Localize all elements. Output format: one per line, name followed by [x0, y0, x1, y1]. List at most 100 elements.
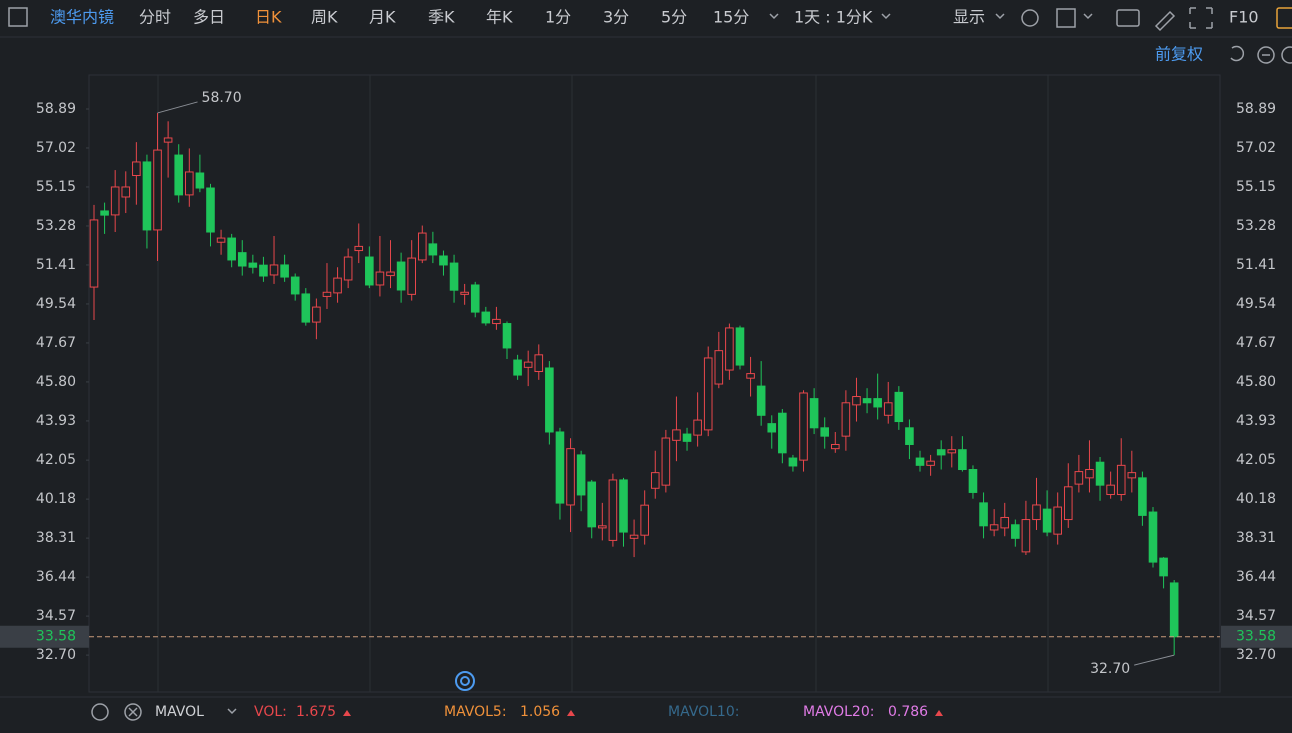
candle-body [1127, 472, 1137, 479]
candle-body [640, 504, 649, 536]
sidebar-toggle[interactable] [8, 7, 28, 27]
period-tab[interactable]: 多日 [193, 8, 225, 27]
candle-body [746, 373, 755, 379]
candle-body [195, 172, 205, 189]
candle-body [947, 449, 957, 454]
adjust-select[interactable]: 前复权 [1155, 45, 1203, 64]
up-arrow [567, 710, 575, 716]
candle-body [492, 318, 501, 325]
y-tick-label-right: 32.70 [1236, 647, 1276, 663]
candle-body [1085, 469, 1094, 479]
candle-body [185, 171, 194, 196]
period-tab[interactable]: 年K [486, 8, 513, 27]
candle-body [290, 276, 300, 295]
candle-body [672, 429, 681, 441]
annotation-label: 58.70 [202, 90, 242, 106]
candle-body [799, 392, 808, 461]
period-tab[interactable]: 3分 [603, 8, 629, 27]
candle-body [566, 448, 575, 506]
draw-icon[interactable] [1154, 10, 1176, 32]
y-tick-label-right: 36.44 [1236, 569, 1276, 585]
candle-body [121, 186, 131, 198]
period-tab[interactable]: 5分 [661, 8, 687, 27]
vol-label: VOL: [254, 704, 287, 720]
close-cross [128, 707, 138, 717]
candle-body [979, 502, 988, 527]
candle-body [778, 412, 787, 454]
y-tick-label: 38.31 [36, 530, 76, 546]
period-tab[interactable]: 季K [428, 8, 455, 27]
candle-body [280, 264, 289, 278]
annotation-label: 32.70 [1090, 661, 1130, 677]
period-tab[interactable]: 15分 [713, 8, 749, 27]
indicator-name[interactable]: MAVOL [155, 704, 204, 720]
candle-body [958, 449, 967, 471]
candle-body [1042, 508, 1052, 533]
y-tick-label-right: 47.67 [1236, 335, 1276, 351]
display-menu[interactable]: 显示 [953, 8, 985, 27]
annotation-leader [157, 101, 198, 114]
candle-body [1053, 506, 1062, 535]
chevron [769, 13, 779, 20]
candle-body [407, 257, 416, 295]
candle-body [650, 472, 660, 489]
candle-body [1032, 504, 1041, 521]
candle-body [905, 427, 914, 445]
y-tick-label: 32.70 [36, 647, 76, 663]
color-icon[interactable] [1056, 8, 1076, 28]
y-tick-label-right: 40.18 [1236, 491, 1276, 507]
chevron [227, 708, 237, 715]
period-tab[interactable]: 周K [311, 8, 338, 27]
candle-body [354, 245, 364, 252]
stock-name[interactable]: 澳华内镜 [50, 8, 114, 27]
candle-body [301, 293, 311, 323]
y-tick-label: 45.80 [36, 374, 76, 390]
candle-body [545, 367, 554, 433]
reset-icon[interactable] [1230, 45, 1245, 62]
period-tab[interactable]: 1分 [545, 8, 571, 27]
candle-body [439, 255, 448, 266]
candle-body [682, 433, 692, 442]
period-tab[interactable]: 分时 [139, 8, 171, 27]
last-price-label: 33.58 [36, 629, 76, 645]
ma20-label: MAVOL20: [803, 704, 874, 720]
candle-body [333, 277, 342, 294]
candle-body [608, 479, 618, 541]
candle-body [216, 237, 226, 243]
candle-body [619, 479, 628, 533]
candle-body [989, 524, 999, 531]
candle-body [968, 469, 978, 493]
f10-button[interactable]: F10 [1229, 8, 1259, 27]
candle-body [322, 291, 332, 297]
settings-icon[interactable] [1021, 9, 1039, 27]
candle-body [555, 431, 565, 504]
candle-body [460, 291, 469, 295]
candle-body [163, 137, 173, 143]
indicator-settings[interactable] [91, 703, 109, 721]
indicator-close[interactable] [124, 703, 142, 721]
y-tick-label-right: 45.80 [1236, 374, 1276, 390]
candle-body [1106, 484, 1115, 496]
candle-body [1000, 516, 1010, 529]
candle-body [725, 327, 734, 371]
zoom-in-icon[interactable] [1281, 46, 1292, 64]
range-select[interactable]: 1天 : 1分K [794, 8, 873, 27]
fullscreen-icon[interactable] [1189, 7, 1213, 29]
camera-icon[interactable] [1116, 9, 1140, 27]
zoom-out-icon[interactable] [1257, 46, 1275, 64]
chevron [995, 13, 1005, 20]
candle-body [365, 256, 374, 286]
period-tab[interactable]: 月K [369, 8, 396, 27]
y-tick-label: 47.67 [36, 335, 76, 351]
locate-icon-inner [460, 676, 470, 686]
candle-body [1063, 486, 1073, 521]
up-arrow [935, 710, 943, 716]
notes-icon[interactable] [1276, 7, 1292, 29]
candle-body [100, 210, 109, 216]
candle-body [693, 419, 702, 436]
locate-icon[interactable] [455, 671, 475, 691]
candle-body [1021, 519, 1031, 553]
period-tab[interactable]: 日K [255, 8, 282, 27]
candle-body [576, 454, 586, 496]
